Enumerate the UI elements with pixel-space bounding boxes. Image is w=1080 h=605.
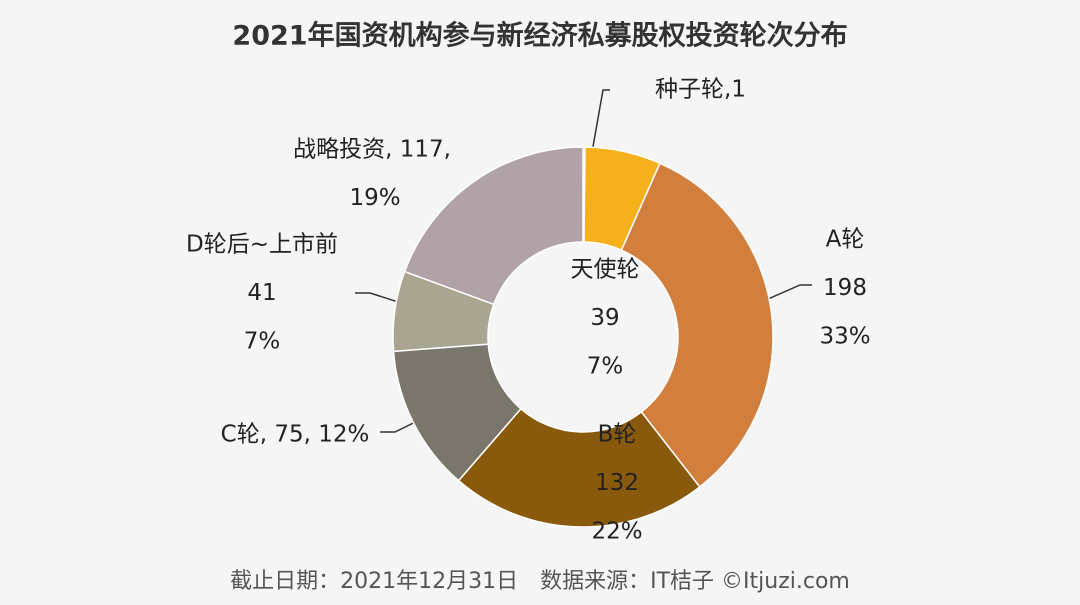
data-label: A轮 — [826, 227, 865, 253]
data-label: 天使轮 — [571, 257, 640, 283]
data-label: 19% — [349, 185, 400, 211]
data-label: 7% — [587, 354, 624, 380]
donut-slice — [403, 146, 584, 306]
data-label: 198 — [823, 275, 867, 301]
data-label: 41 — [247, 280, 276, 306]
data-label: 39 — [590, 305, 619, 331]
data-label: 战略投资, 117, — [293, 137, 451, 163]
data-label: 132 — [595, 470, 639, 496]
donut-slice — [620, 162, 774, 488]
data-label: B轮 — [598, 422, 637, 448]
chart-title: 2021年国资机构参与新经济私募股权投资轮次分布 — [232, 20, 847, 52]
data-label: D轮后~上市前 — [186, 232, 338, 258]
data-label: 22% — [591, 519, 642, 545]
data-label: 7% — [244, 329, 281, 355]
data-label: C轮, 75, 12% — [221, 422, 370, 448]
donut-slice — [457, 407, 701, 528]
data-label: 33% — [819, 324, 870, 350]
footer: 截止日期：2021年12月31日 数据来源：IT桔子 ©Itjuzi.com — [230, 569, 850, 594]
data-label: 种子轮,1 — [655, 77, 746, 103]
